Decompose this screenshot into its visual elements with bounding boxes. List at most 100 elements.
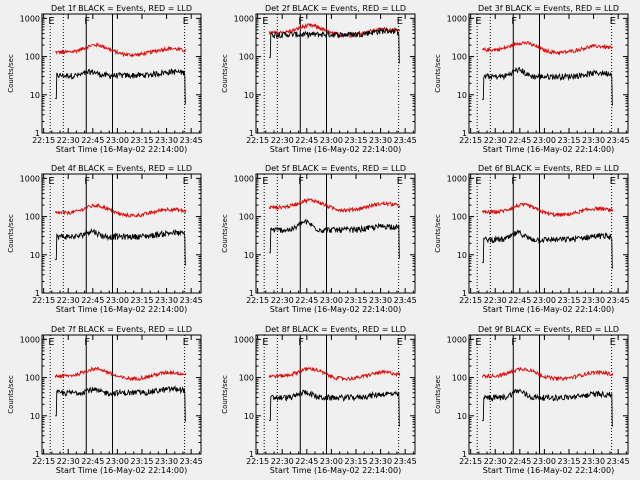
- time-marker-label: E: [48, 16, 54, 27]
- panel-title: Det 4f BLACK = Events, RED = LLD: [51, 164, 192, 173]
- x-tick-label: 22:15: [246, 136, 269, 145]
- time-marker-label: E: [183, 16, 189, 27]
- y-tick-label: 1: [35, 129, 40, 138]
- x-tick-label: 22:45: [508, 296, 531, 305]
- time-marker-label: E: [610, 176, 616, 187]
- plot-frame: [255, 173, 416, 294]
- x-tick-label: 22:45: [295, 296, 318, 305]
- x-tick-label: 22:30: [57, 457, 80, 466]
- plot-frame: [41, 334, 202, 455]
- panel-3: Det 3f BLACK = Events, RED = LLD 1 10 100 10…: [434, 4, 630, 154]
- x-tick-label: 22:15: [32, 296, 55, 305]
- x-axis-label: Start Time (16-May-02 22:14:00): [270, 145, 401, 154]
- x-tick-label: 23:30: [582, 457, 605, 466]
- x-tick-label: 23:45: [180, 296, 203, 305]
- series-events-line: [269, 27, 400, 64]
- x-tick-label: 23:45: [180, 136, 203, 145]
- x-tick-label: 23:30: [155, 457, 178, 466]
- series-lld-line: [481, 41, 613, 56]
- x-tick-label: 23:45: [607, 296, 630, 305]
- time-marker-label: F: [84, 16, 90, 27]
- y-axis-label: Counts/sec: [7, 375, 15, 414]
- y-tick-label: 100: [452, 53, 467, 62]
- panel-title: Det 6f BLACK = Events, RED = LLD: [478, 164, 619, 173]
- y-axis-label: Counts/sec: [221, 375, 229, 414]
- series-events-line: [269, 389, 400, 427]
- y-axis-label: Counts/sec: [221, 214, 229, 253]
- series-lld-line: [55, 41, 187, 58]
- series-lld-line: [268, 22, 401, 39]
- y-tick-label: 10: [457, 412, 467, 421]
- x-tick-label: 22:30: [484, 457, 507, 466]
- y-axis-label: Counts/sec: [434, 214, 442, 253]
- y-tick-label: 10: [244, 251, 254, 260]
- y-tick-label: 1: [249, 129, 254, 138]
- time-marker-label: E: [48, 337, 54, 348]
- x-tick-label: 22:45: [81, 457, 104, 466]
- y-tick-label: 1000: [447, 174, 467, 183]
- x-tick-label: 23:30: [155, 136, 178, 145]
- panel-8: Det 8f BLACK = Events, RED = LLD 1 10 100 10…: [221, 325, 417, 475]
- x-tick-label: 23:30: [369, 457, 392, 466]
- x-tick-label: 23:30: [369, 136, 392, 145]
- x-tick-label: 23:15: [130, 136, 153, 145]
- y-tick-label: 1: [462, 450, 467, 459]
- series-events-line: [55, 228, 186, 266]
- x-tick-label: 22:15: [32, 136, 55, 145]
- x-tick-label: 23:15: [344, 296, 367, 305]
- x-tick-label: 22:30: [484, 136, 507, 145]
- time-marker-label: E: [475, 337, 481, 348]
- x-axis-label: Start Time (16-May-02 22:14:00): [270, 305, 401, 314]
- time-marker-label: F: [84, 176, 90, 187]
- time-marker-label: F: [298, 176, 304, 187]
- x-tick-label: 23:15: [130, 296, 153, 305]
- panel-title: Det 2f BLACK = Events, RED = LLD: [265, 4, 406, 13]
- series-events-line: [482, 388, 613, 427]
- time-marker-label: E: [610, 16, 616, 27]
- x-tick-label: 23:15: [557, 296, 580, 305]
- plot-frame: [255, 334, 416, 455]
- y-tick-label: 1000: [447, 335, 467, 344]
- panel-9: Det 9f BLACK = Events, RED = LLD 1 10 100 10…: [434, 325, 630, 475]
- panel-7: Det 7f BLACK = Events, RED = LLD 1 10 100 10…: [7, 325, 203, 475]
- series-events-line: [55, 68, 186, 105]
- time-marker-label: F: [511, 176, 517, 187]
- panel-title: Det 9f BLACK = Events, RED = LLD: [478, 325, 619, 334]
- x-tick-label: 23:00: [106, 296, 129, 305]
- y-axis-label: Counts/sec: [7, 214, 15, 253]
- x-tick-label: 22:15: [32, 457, 55, 466]
- x-tick-label: 23:00: [533, 296, 556, 305]
- series-lld-line: [54, 366, 187, 382]
- x-tick-label: 23:00: [320, 136, 343, 145]
- x-tick-label: 22:45: [81, 136, 104, 145]
- x-tick-label: 23:45: [607, 457, 630, 466]
- x-tick-label: 22:30: [57, 136, 80, 145]
- plot-frame: [255, 13, 416, 134]
- series-lld-line: [268, 366, 401, 382]
- panel-5: Det 5f BLACK = Events, RED = LLD 1 10 100 10…: [221, 164, 417, 314]
- series-lld-line: [481, 202, 614, 218]
- time-marker-label: F: [511, 337, 517, 348]
- x-tick-label: 23:00: [320, 296, 343, 305]
- x-tick-label: 23:45: [180, 457, 203, 466]
- panel-6: Det 6f BLACK = Events, RED = LLD 1 10 100 10…: [434, 164, 630, 314]
- y-tick-label: 10: [30, 251, 40, 260]
- y-tick-label: 1: [249, 289, 254, 298]
- time-marker-label: E: [610, 337, 616, 348]
- y-tick-label: 10: [244, 412, 254, 421]
- panel-title: Det 7f BLACK = Events, RED = LLD: [51, 325, 192, 334]
- x-axis-label: Start Time (16-May-02 22:14:00): [270, 466, 401, 475]
- x-tick-label: 23:30: [155, 296, 178, 305]
- time-marker-label: F: [298, 337, 304, 348]
- x-tick-label: 23:15: [344, 136, 367, 145]
- time-marker-label: F: [298, 16, 304, 27]
- y-tick-label: 1000: [234, 14, 254, 23]
- x-axis-label: Start Time (16-May-02 22:14:00): [483, 145, 614, 154]
- series-events-line: [482, 229, 613, 269]
- y-axis-label: Counts/sec: [434, 375, 442, 414]
- plot-frame: [41, 13, 202, 134]
- panel-title: Det 1f BLACK = Events, RED = LLD: [51, 4, 192, 13]
- panel-4: Det 4f BLACK = Events, RED = LLD 1 10 100 10…: [7, 164, 203, 314]
- plot-frame: [41, 173, 202, 294]
- x-tick-label: 22:45: [81, 296, 104, 305]
